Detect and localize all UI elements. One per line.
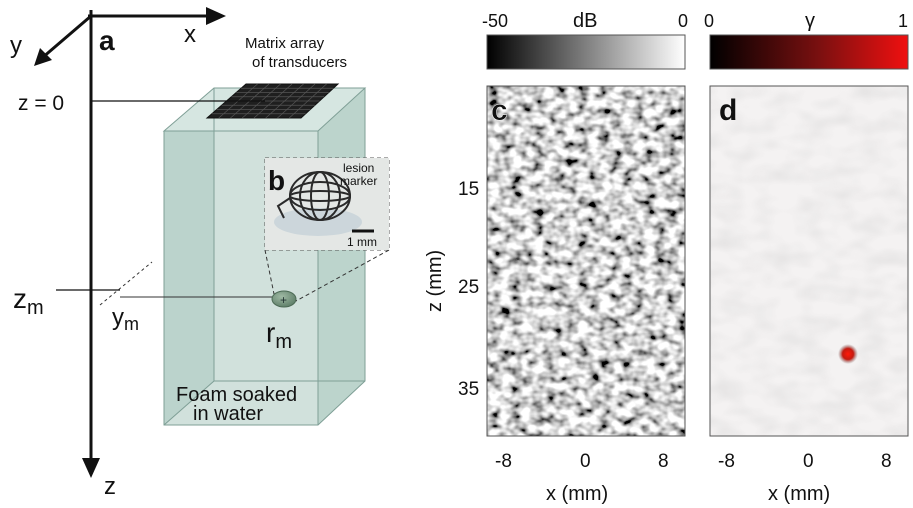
foam-edges bbox=[162, 87, 367, 426]
colorbar-gamma-max: 1 bbox=[898, 11, 908, 31]
bmode-frame bbox=[486, 85, 686, 437]
coordinate-axes bbox=[34, 7, 226, 478]
c-xtick-neg8: -8 bbox=[495, 451, 512, 472]
panel-label-b: b bbox=[268, 165, 285, 196]
panel-a: x y z a z = 0 zm ym + rm Matrix array of… bbox=[10, 7, 390, 500]
foam-right-face bbox=[318, 88, 365, 425]
colorbar-db-title: dB bbox=[573, 10, 597, 32]
array-grid-line bbox=[265, 83, 304, 119]
z-axis-label: z bbox=[104, 473, 116, 500]
zm-label: zm bbox=[13, 283, 44, 319]
callout-line-right bbox=[295, 249, 390, 302]
ytick-25: 25 bbox=[458, 277, 479, 298]
panel-c: -50 dB 0 c 15 25 35 z (mm) -8 0 8 x (mm) bbox=[424, 10, 688, 505]
d-xtick-8: 8 bbox=[881, 451, 892, 472]
bmode-image bbox=[487, 86, 685, 436]
panel-label-d: d bbox=[719, 94, 737, 127]
z0-label: z = 0 bbox=[18, 92, 64, 115]
panel-label-a: a bbox=[99, 25, 115, 56]
rm-label: rm bbox=[266, 317, 292, 353]
mesh-sphere bbox=[276, 171, 351, 221]
ytick-35: 35 bbox=[458, 379, 479, 400]
x-axis-arrowhead bbox=[206, 7, 226, 25]
array-grid-line bbox=[277, 83, 316, 119]
colorbar-db-min: -50 bbox=[482, 11, 508, 31]
ym-dashed-line bbox=[99, 261, 153, 306]
d-x-axis-title: x (mm) bbox=[768, 483, 830, 505]
foam-label-line2: in water bbox=[193, 403, 263, 425]
ym-label: ym bbox=[112, 304, 139, 334]
gamma-image-texture bbox=[710, 86, 908, 436]
gamma-frame bbox=[709, 85, 909, 437]
c-x-axis-title: x (mm) bbox=[546, 483, 608, 505]
panel-b: b lesion marker 1 mm bbox=[264, 157, 390, 251]
inset-marker-base bbox=[274, 208, 362, 236]
z-axis-arrowhead bbox=[82, 458, 100, 478]
matrix-array-label-line1: Matrix array bbox=[245, 35, 325, 52]
colorbar-gamma-title: γ bbox=[805, 10, 815, 32]
colorbar-gamma-min: 0 bbox=[704, 11, 714, 31]
matrix-array-label-line2: of transducers bbox=[252, 54, 347, 71]
foam-label-line1: Foam soaked bbox=[176, 384, 297, 406]
ytick-15: 15 bbox=[458, 179, 479, 200]
panel-label-c: c bbox=[491, 94, 508, 127]
c-xtick-8: 8 bbox=[658, 451, 669, 472]
d-xtick-neg8: -8 bbox=[718, 451, 735, 472]
colorbar-db bbox=[486, 34, 686, 70]
y-axis-title: z (mm) bbox=[424, 250, 446, 312]
lesion-marker-label-line2: marker bbox=[340, 174, 377, 188]
lesion-marker-sphere bbox=[271, 290, 297, 308]
lesion-marker-plus: + bbox=[280, 293, 287, 307]
lesion-marker-label-line1: lesion bbox=[343, 161, 374, 175]
colorbar-gamma bbox=[709, 34, 909, 70]
scale-bar-label: 1 mm bbox=[347, 235, 377, 249]
y-axis-arrowhead bbox=[34, 48, 52, 66]
x-axis-label: x bbox=[184, 21, 196, 48]
callout-line-left bbox=[264, 249, 275, 295]
y-axis-line bbox=[41, 14, 92, 60]
foam-block bbox=[162, 87, 367, 426]
colorbar-db-max: 0 bbox=[678, 11, 688, 31]
y-axis-label: y bbox=[10, 32, 22, 59]
array-grid-line bbox=[289, 83, 327, 119]
c-xtick-0: 0 bbox=[580, 451, 591, 472]
d-xtick-0: 0 bbox=[803, 451, 814, 472]
gamma-hotspot bbox=[838, 344, 858, 364]
panel-d: 0 γ 1 d -8 0 8 x (mm) bbox=[704, 10, 909, 505]
